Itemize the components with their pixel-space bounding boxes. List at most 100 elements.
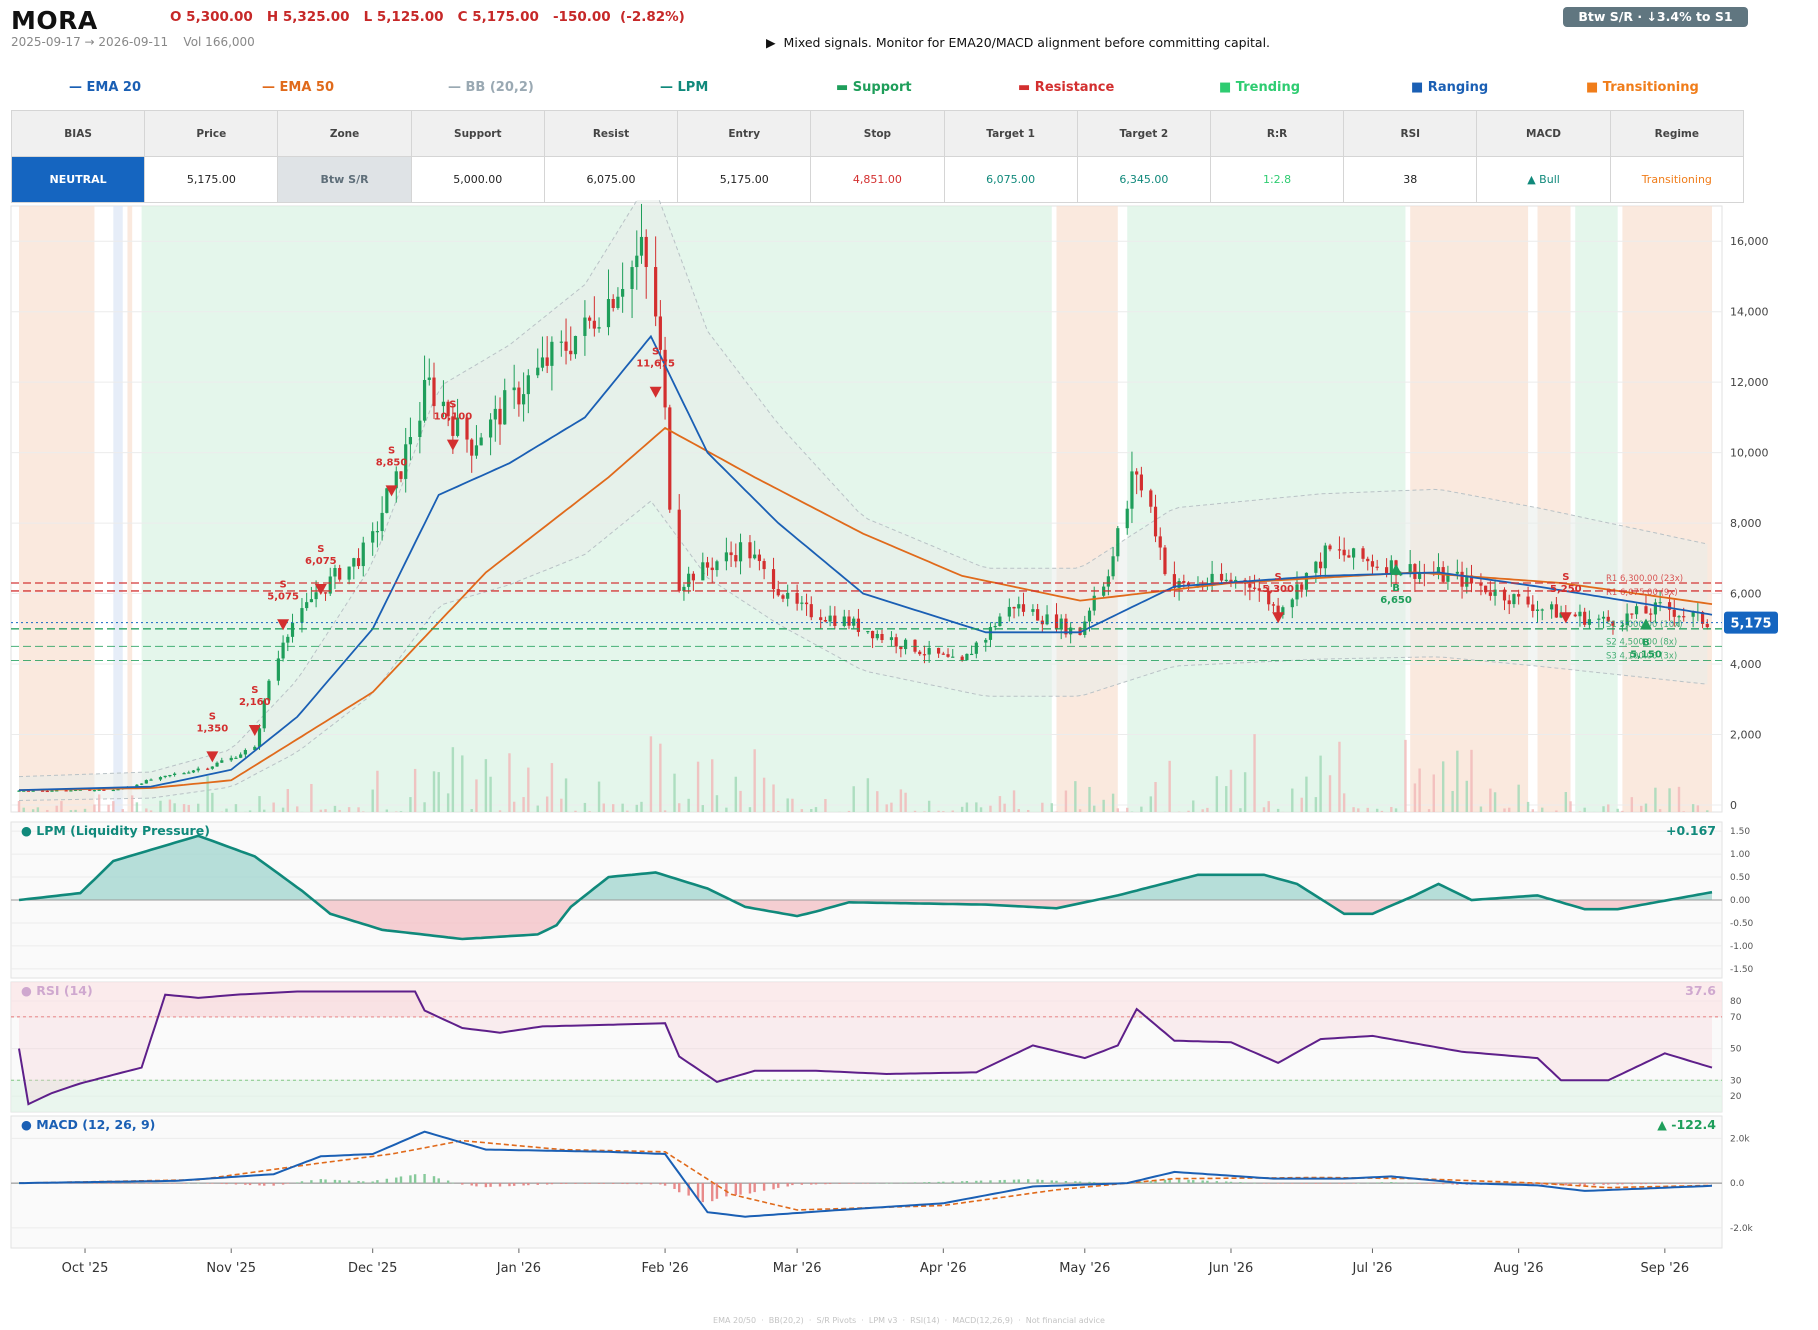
volume-bar <box>1239 808 1242 812</box>
macd-histogram-bar <box>1041 1179 1044 1184</box>
candle-body <box>1111 556 1115 577</box>
volume-bar <box>1314 797 1318 812</box>
candle-body <box>31 790 35 792</box>
candle-body <box>1106 576 1110 587</box>
macd-histogram-bar <box>1281 1183 1285 1184</box>
candle-body <box>408 437 413 445</box>
candle-body <box>347 566 351 580</box>
macd-histogram-bar <box>432 1176 436 1184</box>
candle-body <box>262 700 266 729</box>
candle-body <box>1578 611 1582 617</box>
rsi-y-tick: 70 <box>1730 1013 1742 1023</box>
volume-bar <box>413 768 417 812</box>
candle-body <box>1163 547 1167 575</box>
volume-bar <box>791 798 794 812</box>
candle-body <box>1705 623 1709 628</box>
stop-value: 4,851.00 <box>810 156 945 203</box>
macd-histogram-bar <box>560 1183 563 1184</box>
volume-bar <box>36 807 40 812</box>
legend-resistance: ▬ Resistance <box>1018 80 1115 95</box>
macd-histogram-bar <box>786 1183 789 1187</box>
macd-histogram-bar <box>197 1182 200 1184</box>
macd-histogram-bar <box>1319 1183 1322 1184</box>
volume-bar <box>527 767 530 812</box>
lpm-line <box>18 834 1713 941</box>
volume-bar <box>1616 808 1619 812</box>
volume-bar <box>31 809 35 812</box>
macd-histogram-bar <box>272 1183 275 1186</box>
date-range-volume: 2025-09-17 → 2026-09-11 Vol 166,000 <box>11 35 255 49</box>
candle-body <box>974 642 978 654</box>
volume-bar <box>536 805 539 812</box>
volume-bar <box>508 753 511 812</box>
candle-body <box>1116 528 1120 557</box>
candle-body <box>191 770 196 773</box>
volume-bar <box>1441 761 1445 812</box>
candle-body <box>1597 618 1601 620</box>
macd-histogram-bar <box>904 1182 907 1184</box>
zone-badge: Btw S/R · ↓3.4% to S1 <box>1563 7 1748 27</box>
volume-bar <box>583 802 587 812</box>
candle-body <box>45 790 49 793</box>
lpm-title: ● LPM (Liquidity Pressure) <box>21 823 210 838</box>
macd-histogram-bar <box>1696 1183 1700 1184</box>
volume-bar <box>975 802 978 812</box>
macd-histogram-bar <box>678 1183 681 1193</box>
volume-bar <box>1668 788 1671 812</box>
volume-bar <box>211 792 214 812</box>
candle-body <box>1535 609 1540 611</box>
price-y-tick: 10,000 <box>1730 447 1769 460</box>
lpm-last-value: +0.167 <box>1666 823 1716 838</box>
candle-body <box>918 651 922 655</box>
bias-value: NEUTRAL <box>10 156 146 203</box>
volume-bar <box>1305 776 1308 812</box>
volume-bar <box>1338 741 1341 812</box>
candle-body <box>936 647 941 654</box>
candle-body <box>220 760 224 763</box>
volume-bar <box>423 802 426 812</box>
candle-body <box>1257 588 1261 591</box>
volume-bar <box>602 803 605 812</box>
candle-body <box>705 562 710 568</box>
volume-bar <box>281 807 285 812</box>
volume-bar <box>145 808 148 812</box>
price-y-tick: 8,000 <box>1730 517 1762 530</box>
candle-body <box>922 654 927 656</box>
volume-bar <box>753 749 756 812</box>
volume-bar <box>1654 787 1657 812</box>
macd-histogram-bar <box>423 1173 426 1184</box>
rsi-oversold-zone <box>11 1080 1722 1112</box>
macd-histogram-bar <box>876 1183 879 1184</box>
volume-bar <box>904 792 907 812</box>
candle-body <box>1488 592 1492 596</box>
macd-histogram-bar <box>130 1183 134 1184</box>
volume-bar <box>640 801 643 812</box>
sell-signal-marker <box>1559 612 1572 624</box>
candle-body <box>1370 561 1375 567</box>
macd-histogram-bar <box>333 1179 337 1184</box>
volume-bar <box>1041 802 1044 812</box>
volume-bar <box>1691 804 1695 812</box>
candle-body <box>819 617 823 621</box>
candle-body <box>1700 611 1705 624</box>
macd-histogram-bar <box>1569 1183 1572 1186</box>
candle-body <box>314 592 318 600</box>
volume-bar <box>899 789 903 812</box>
legend-trending: ■ Trending <box>1219 80 1301 95</box>
macd-histogram-bar <box>1154 1180 1157 1184</box>
candle-body <box>654 267 658 317</box>
volume-bar <box>1012 790 1016 812</box>
candle-body <box>526 375 530 395</box>
candle-body <box>870 631 875 639</box>
candle-body <box>1526 596 1530 605</box>
candle-body <box>889 637 894 641</box>
candle-body <box>239 754 243 758</box>
x-tick-label: Feb '26 <box>641 1261 688 1276</box>
signal-side-label: B <box>1392 583 1400 594</box>
header-support: Support <box>410 110 545 157</box>
lpm-positive-area <box>19 835 1712 900</box>
volume-bar <box>1564 792 1568 812</box>
volume-bar <box>612 804 615 812</box>
volume-bar <box>1064 790 1068 812</box>
candle-body <box>1248 583 1252 588</box>
